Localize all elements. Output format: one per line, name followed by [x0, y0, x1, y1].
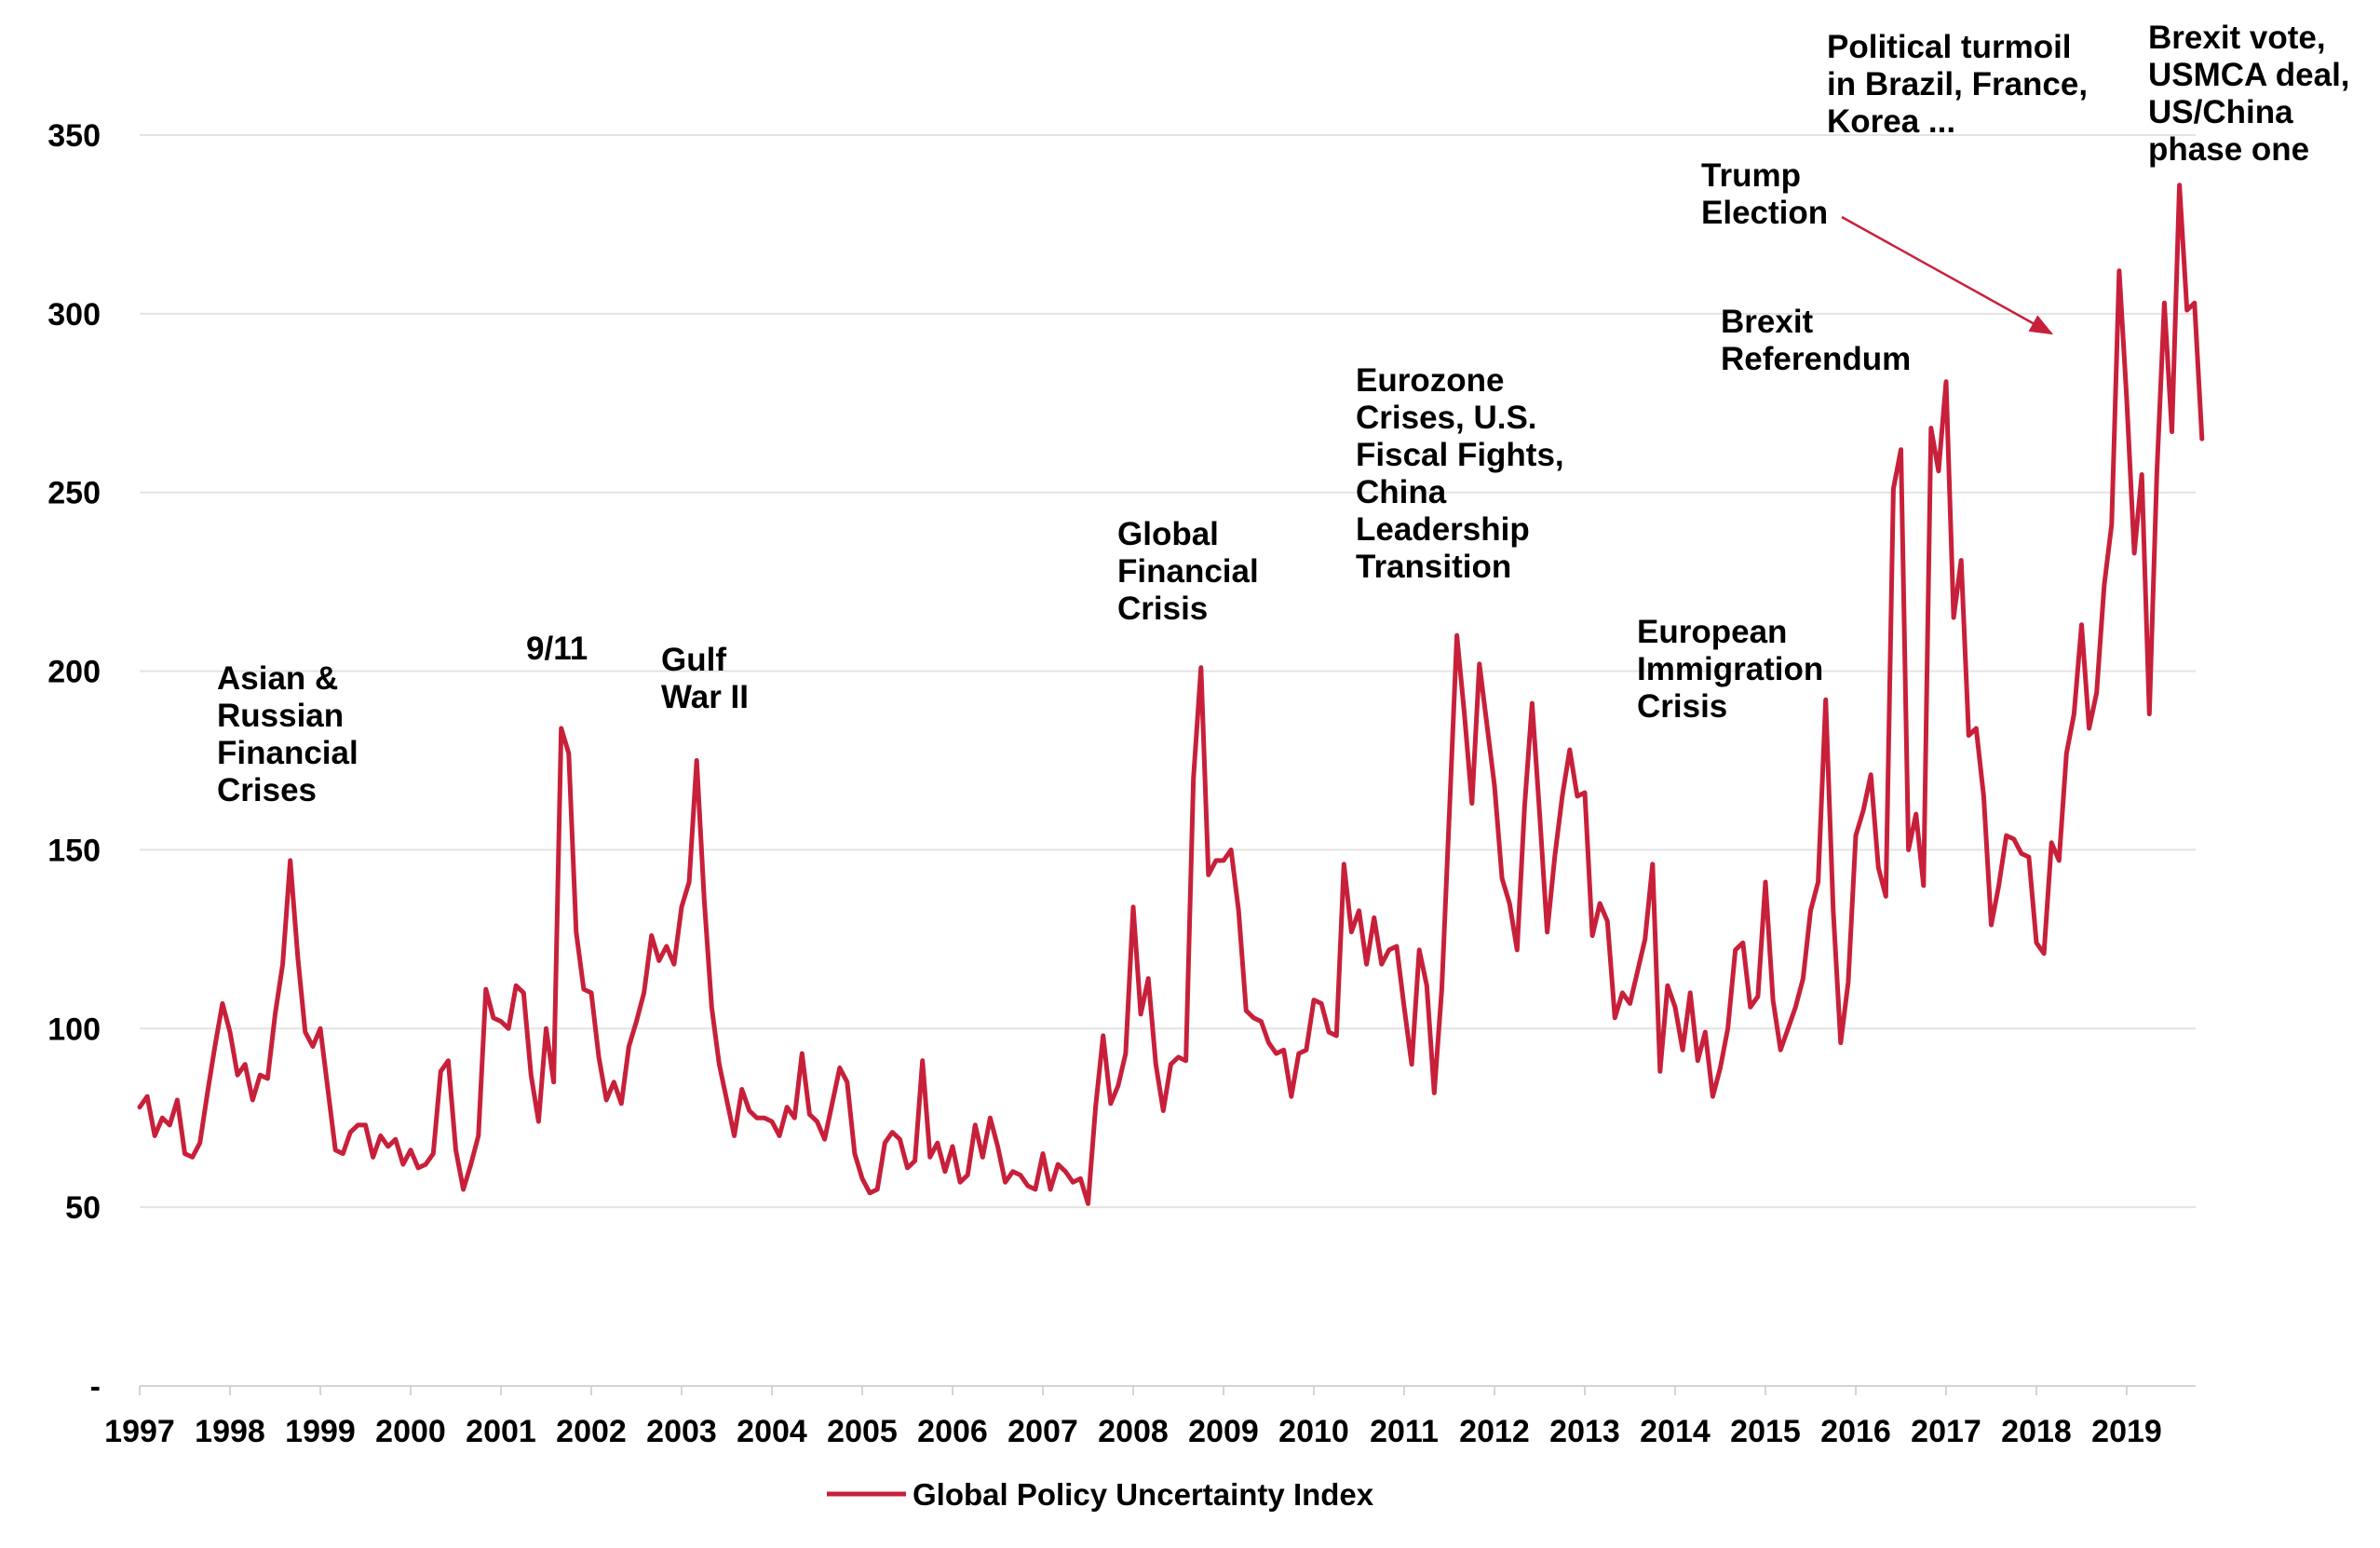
annotation-line: phase one [2148, 131, 2309, 168]
annotation-line: Trump [1701, 157, 1801, 194]
x-tick-label: 2009 [1188, 1414, 1259, 1449]
y-tick-label: 150 [47, 833, 101, 868]
annotation-line: Korea ... [1827, 103, 1955, 140]
x-tick-label: 2002 [556, 1414, 627, 1449]
annotation-line: Crises [217, 772, 317, 808]
annotation-line: Crises, U.S. [1356, 400, 1537, 436]
annotation-line: Immigration [1637, 651, 1823, 687]
annotation-arrows [1841, 215, 2054, 335]
annotation-line: US/China [2148, 94, 2293, 130]
y-tick-label: 200 [47, 655, 101, 690]
annotation-line: in Brazil, France, [1827, 66, 2088, 102]
annotation-line: War II [661, 679, 749, 715]
y-tick-label: 100 [47, 1012, 101, 1047]
axes [139, 1385, 2196, 1395]
annotation-label: Global Financial Crisis [1117, 516, 1259, 627]
series-lines [137, 183, 2205, 1206]
annotation-label: Gulf War II [661, 642, 749, 715]
series-line-global-policy-uncertainty-index [137, 183, 2205, 1206]
x-tick-label: 2018 [2001, 1414, 2072, 1449]
annotation-line: Gulf [661, 642, 726, 678]
annotation-line: Global [1117, 516, 1219, 552]
gridlines [140, 134, 2196, 1209]
y-tick-label: 50 [65, 1190, 101, 1226]
y-tick-label: 350 [47, 118, 101, 154]
annotation-label: Brexit Referendum [1721, 304, 1911, 377]
annotation-line: Fiscal Fights, [1356, 437, 1564, 473]
annotation-line: Asian & [217, 660, 338, 697]
annotation-label: European Immigration Crisis [1637, 614, 1823, 725]
annotation-line: Crisis [1117, 591, 1208, 627]
x-tick-label: 2015 [1730, 1414, 1801, 1449]
y-tick-labels: - 50 100 150 200 250 300 350 [47, 118, 101, 1405]
x-tick-label: 2019 [2091, 1414, 2162, 1449]
annotation-label: Brexit vote, USMCA deal, US/China phase one [2148, 20, 2350, 168]
annotation-line: Leadership [1356, 511, 1530, 548]
x-tick-labels: 1997 1998 1999 2000 2001 2002 2003 2004 2005 2006… [104, 1414, 2162, 1449]
annotation-label: Political turmoil in Brazil, France, Korea… [1827, 29, 2088, 140]
x-tick-label: 2017 [1911, 1414, 1981, 1449]
annotation-line: Referendum [1721, 341, 1911, 377]
y-tick-label: 300 [47, 297, 101, 333]
annotation-line: Election [1701, 195, 1828, 231]
annotation-line: 9/11 [526, 631, 588, 667]
annotation-line: Financial [1117, 553, 1259, 590]
annotation-line: Brexit [1721, 304, 1814, 340]
x-tick-label: 2004 [737, 1414, 807, 1449]
x-tick-label: 2008 [1098, 1414, 1169, 1449]
annotation-label: Eurozone Crises, U.S. Fiscal Fights, China L… [1356, 362, 1564, 585]
x-tick-label: 2000 [375, 1414, 446, 1449]
trump-election-arrow [1841, 215, 2054, 335]
annotation-line: Financial [217, 735, 358, 771]
annotation-label: Trump Election [1701, 157, 1828, 231]
y-tick-label: - [90, 1369, 101, 1405]
x-tick-label: 2011 [1370, 1414, 1439, 1449]
x-tick-label: 2007 [1007, 1414, 1078, 1449]
annotation-line: Crisis [1637, 688, 1727, 725]
x-tick-label: 2014 [1640, 1414, 1711, 1449]
annotation-label: Asian & Russian Financial Crises [217, 660, 358, 808]
x-tick-label: 2016 [1820, 1414, 1891, 1449]
annotation-label: 9/11 [526, 631, 588, 667]
annotation-line: Russian [217, 698, 344, 734]
x-tick-label: 2012 [1459, 1414, 1530, 1449]
x-tick-label: 2005 [827, 1414, 898, 1449]
annotation-line: USMCA deal, [2148, 57, 2350, 93]
x-tick-label: 2013 [1549, 1414, 1620, 1449]
legend-label: Global Policy Uncertainty Index [913, 1477, 1374, 1512]
x-tick-label: 1997 [104, 1414, 175, 1449]
x-tick-label: 1999 [285, 1414, 356, 1449]
x-tick-label: 2001 [466, 1414, 536, 1449]
x-tick-label: 2006 [917, 1414, 988, 1449]
annotation-line: Eurozone [1356, 362, 1504, 399]
x-tick-label: 2010 [1278, 1414, 1349, 1449]
annotation-line: European [1637, 614, 1787, 650]
legend: Global Policy Uncertainty Index [827, 1477, 1374, 1512]
annotation-line: Political turmoil [1827, 29, 2072, 65]
annotation-line: China [1356, 474, 1447, 510]
x-tick-label: 2003 [646, 1414, 717, 1449]
annotation-line: Transition [1356, 549, 1511, 585]
y-tick-label: 250 [47, 476, 101, 511]
annotation-line: Brexit vote, [2148, 20, 2326, 56]
x-tick-label: 1998 [195, 1414, 265, 1449]
